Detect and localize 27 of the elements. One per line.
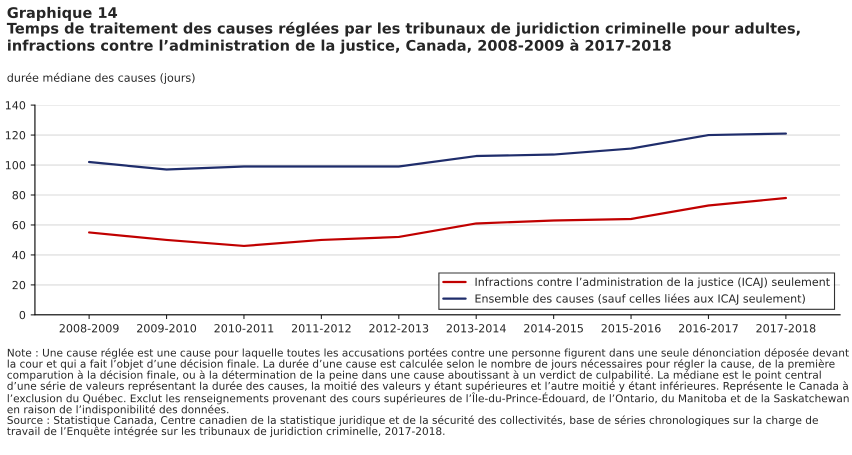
chart-title: Graphique 14 [8, 6, 118, 21]
y-tick-label: 60 [12, 220, 26, 230]
y-axis-title: durée médiane des causes (jours) [7, 72, 195, 84]
legend-label: Infractions contre l’administration de la justice (ICAJ) seulement [476, 277, 830, 288]
line-series [88, 132, 787, 171]
x-tick-label: 2017-2018 [756, 324, 816, 332]
y-tick-label: 100 [6, 161, 26, 170]
y-tick-label: 80 [12, 190, 26, 200]
chart-subtitle: Temps de traitement des causes réglées par les tribunaux de juridiction criminelle pour adultes, infractions contre l’administration de la justice, Canada, 2008-2009 à 2017-2018 [6, 22, 800, 54]
y-tick-label: 0 [20, 310, 26, 320]
x-tick-label: 2016-2017 [678, 324, 738, 332]
y-tick-label: 120 [6, 131, 26, 140]
x-tick-label: 2009-2010 [137, 324, 196, 332]
line-series [88, 196, 787, 248]
text: Note : Une cause réglée est une cause pour laquelle toutes les accusations portées contre une personne figurent dans une seule dénonciation déposée devant la cour et qui a fait l’objet d’une décision finale. La durée d’une cause est calculée selon le nombre de jours nécessaires pour régler la cause, de la première comparution à la décision finale, ou à la détermination de la peine dans une cause aboutissant à un verdict de culpabilité. La médiane est le point central d’une série de valeurs représentant la durée des causes, la moitié des valeurs y étant supérieures et l’autre moitié y étant inférieures. Représente le Canada à l’exclusion du Québec. Exclut les renseignements provenant des cours supérieures de l’Île-du-Prince-Édouard, de l’Ontario, du Manitoba et de la Saskatchewan en raison de l’indisponibilité des données. [7, 348, 849, 416]
source-note: Source : Statistique Canada, Centre canadien de la statistique juridique et de la sécurité des collectivités, base de séries chronologiques sur la charge de travail de l’Enquête intégrée sur les tribunaux de juridiction criminelle, 2017-2018. [7, 415, 818, 438]
x-tick-label: 2012-2013 [369, 324, 428, 332]
y-tick-label: 20 [12, 280, 26, 290]
legend-label: Ensemble des causes (sauf celles liées aux ICAJ seulement) [476, 294, 805, 305]
x-tick-label: 2008-2009 [60, 324, 119, 332]
y-tick-label: 40 [12, 250, 26, 260]
x-tick-label: 2013-2014 [446, 324, 506, 332]
y-tick-label: 140 [6, 101, 26, 110]
x-tick-label: 2011-2012 [292, 324, 351, 332]
x-tick-label: 2010-2011 [214, 324, 274, 332]
x-tick-label: 2015-2016 [602, 324, 661, 332]
x-tick-label: 2014-2015 [524, 324, 583, 332]
